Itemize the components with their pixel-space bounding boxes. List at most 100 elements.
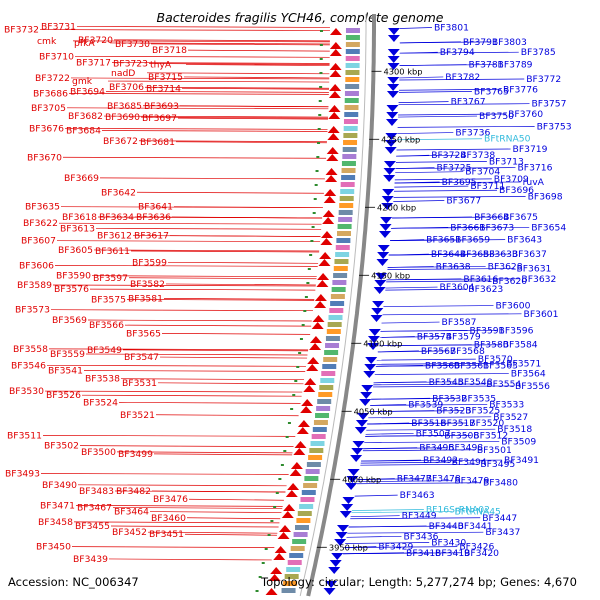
label-leader — [184, 533, 277, 536]
scale-label: 3950 kbp — [329, 542, 368, 552]
label-leader — [380, 329, 497, 332]
label-leader — [398, 113, 507, 116]
gene-label: BF3575 — [91, 294, 126, 305]
gene-label: BF3753 — [537, 121, 572, 132]
cog-category-mark — [324, 350, 339, 355]
label-leader-lines — [39, 26, 535, 561]
genome-summary-text: Topology: circular; Length: 5,277,274 bp… — [260, 575, 577, 589]
label-leader — [386, 280, 491, 283]
cog-category-mark — [305, 469, 320, 474]
gene-label: BF3637 — [512, 249, 547, 260]
gene-label: BF3785 — [521, 47, 556, 58]
ring-tick — [278, 478, 282, 480]
ring-tick — [310, 240, 314, 242]
reverse-gene-mark — [283, 504, 296, 511]
gene-label: BF3713 — [489, 156, 524, 167]
gene-label: BF3620 — [492, 276, 527, 287]
label-leader — [350, 515, 400, 518]
gene-label: BF3736 — [455, 128, 490, 139]
reverse-gene-mark — [328, 112, 341, 119]
cog-category-mark — [336, 231, 351, 236]
gene-label: BF3476 — [153, 494, 188, 505]
cog-category-mark — [293, 532, 308, 537]
label-leader — [385, 288, 467, 291]
label-leader — [398, 101, 449, 103]
ring-tick — [319, 44, 323, 46]
label-leader — [153, 453, 293, 456]
gene-label: BF3477 — [397, 474, 432, 485]
gene-label: BF3725 — [437, 163, 472, 174]
label-leader — [347, 531, 484, 534]
forward-gene-mark — [367, 336, 380, 343]
gene-label: BF3653 — [460, 249, 495, 260]
cog-category-mark — [329, 308, 344, 313]
gene-label: BF3525 — [465, 406, 500, 417]
reverse-gene-mark — [309, 343, 322, 350]
gene-label: BF3521 — [120, 410, 155, 421]
reverse-gene-mark — [326, 147, 339, 154]
cog-category-mark — [315, 413, 330, 418]
label-leader — [120, 378, 305, 381]
gene-label: BF3644 — [431, 249, 466, 260]
ring-tick — [280, 464, 284, 466]
gene-label: BF3430 — [431, 537, 466, 548]
gene-label: BF3498 — [448, 443, 483, 454]
label-leader — [130, 250, 320, 253]
forward-gene-mark — [382, 189, 395, 196]
label-leader — [363, 447, 447, 450]
gene-label: BF3669 — [64, 173, 99, 184]
label-leader — [374, 373, 509, 375]
cog-category-mark — [303, 483, 318, 488]
gene-label: BF3418 — [406, 548, 441, 559]
ring-tick — [311, 226, 315, 228]
gene-features — [255, 28, 400, 595]
forward-gene-mark — [360, 392, 373, 399]
gene-label: BFtRNA50 — [484, 134, 531, 145]
gene-label: BF3590 — [56, 271, 91, 282]
gene-label: BF3523 — [436, 406, 471, 417]
ring-tick — [287, 422, 291, 424]
label-leader — [136, 191, 324, 194]
gene-label: BF3526 — [46, 390, 81, 401]
label-leader — [360, 463, 479, 466]
cog-category-mark — [310, 441, 325, 446]
gene-label: BF3558 — [13, 344, 48, 355]
label-leader — [109, 42, 330, 45]
reverse-gene-mark — [328, 105, 341, 112]
gene-label: BF3597 — [93, 273, 128, 284]
cog-category-mark — [333, 273, 348, 278]
label-leader — [357, 480, 453, 483]
label-leader — [85, 353, 308, 356]
label-leader — [344, 546, 377, 548]
label-leader — [74, 55, 330, 58]
forward-gene-mark — [377, 245, 390, 252]
forward-gene-mark — [339, 511, 352, 518]
label-leader — [50, 309, 314, 312]
cog-category-mark — [341, 161, 356, 166]
label-leader — [103, 115, 329, 118]
gene-label: BF3601 — [524, 309, 559, 320]
ring-tick — [306, 282, 310, 284]
reverse-gene-mark — [323, 196, 336, 203]
reverse-gene-mark — [322, 217, 335, 224]
reverse-gene-mark — [290, 462, 303, 469]
reverse-gene-mark — [277, 532, 290, 539]
cog-category-mark — [322, 364, 337, 369]
scale-label: 4000 kbp — [342, 474, 381, 484]
forward-gene-mark — [350, 455, 363, 462]
reverse-gene-mark — [312, 315, 325, 322]
reverse-gene-mark — [316, 280, 329, 287]
ring-tick — [285, 436, 289, 438]
gene-label: BF3565 — [126, 328, 161, 339]
cog-category-mark — [301, 490, 316, 495]
forward-gene-mark — [381, 203, 394, 210]
gene-label: BF3452 — [112, 527, 147, 538]
reverse-gene-mark — [300, 406, 313, 413]
forward-gene-mark — [334, 539, 347, 546]
gene-label: BF3440 — [429, 521, 464, 532]
gene-label: BF3478 — [426, 474, 461, 485]
label-leader — [393, 200, 445, 202]
forward-gene-mark — [351, 448, 364, 455]
label-leader — [186, 517, 281, 520]
gene-label: BF3569 — [52, 315, 87, 326]
